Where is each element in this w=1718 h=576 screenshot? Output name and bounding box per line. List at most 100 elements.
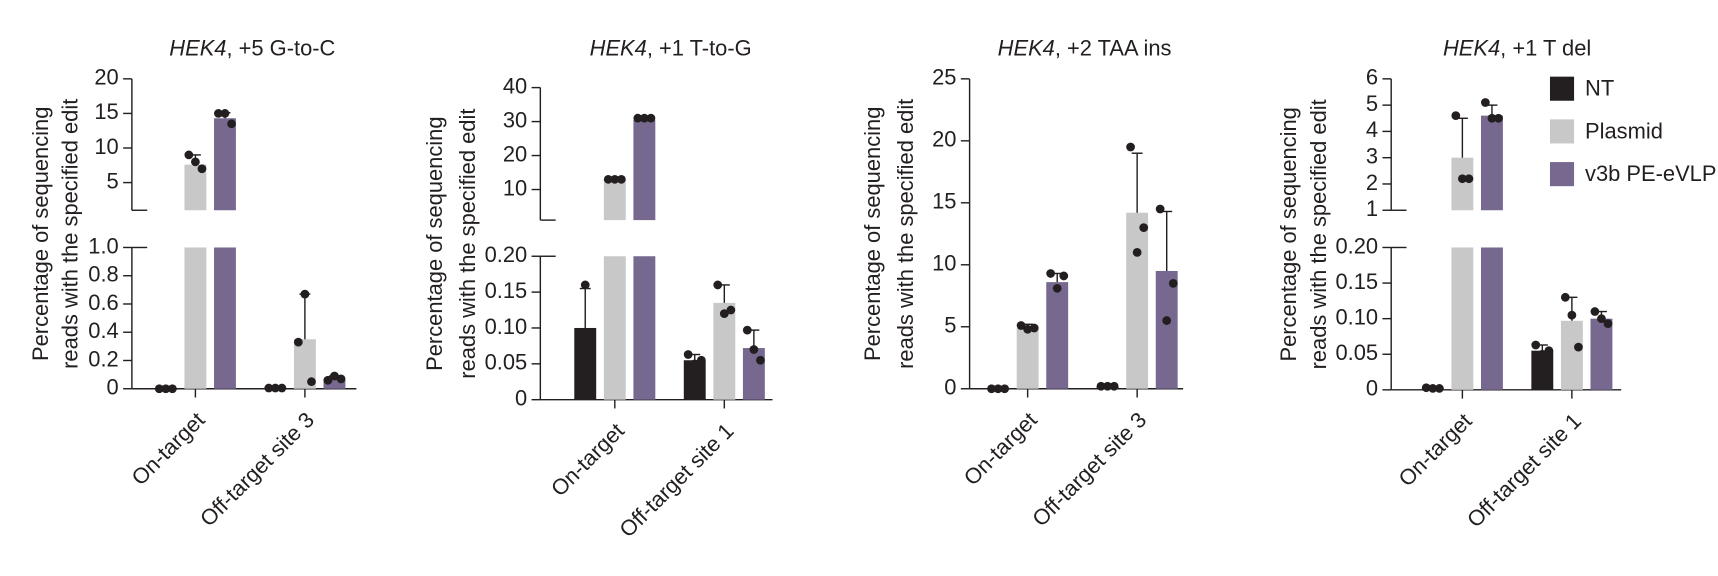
replicate-point <box>197 164 207 174</box>
y-tick-label: 0.20 <box>1335 233 1378 258</box>
bar <box>1560 320 1583 390</box>
replicate-point <box>1567 310 1577 320</box>
replicate-point <box>1537 349 1547 359</box>
legend-swatch <box>1549 162 1575 187</box>
title-gene: HEK4 <box>169 35 226 60</box>
y-tick-label: 20 <box>932 127 956 152</box>
replicate-point <box>580 280 590 290</box>
legend-swatch <box>1549 76 1575 101</box>
bar <box>184 247 207 389</box>
y-tick-label: 0.2 <box>88 346 118 371</box>
bar <box>1046 282 1069 389</box>
replicate-point <box>1139 223 1149 232</box>
chart-title: HEK4, +1 T del <box>1443 35 1591 60</box>
x-tick-label: On-target <box>959 407 1042 490</box>
chart-title: HEK4, +1 T-to-G <box>590 35 752 60</box>
y-tick-label: 1 <box>1366 196 1378 221</box>
bar <box>184 164 207 211</box>
replicate-point <box>610 174 620 184</box>
bar <box>683 360 706 400</box>
y-axis-label: reads with the specified edit <box>57 99 82 369</box>
replicate-point <box>696 355 706 365</box>
x-tick-label: On-target <box>1394 408 1477 491</box>
y-tick-label: 3 <box>1366 143 1378 168</box>
replicate-point <box>1603 319 1613 329</box>
replicate-point <box>690 359 700 369</box>
bar <box>633 256 656 400</box>
y-tick-label: 0.4 <box>88 318 118 343</box>
bar <box>633 119 656 221</box>
bar <box>1480 247 1503 390</box>
replicate-point <box>742 325 752 335</box>
y-tick-label: 0.05 <box>1335 340 1378 365</box>
replicate-point <box>639 113 649 123</box>
y-tick-label: 15 <box>932 189 956 214</box>
title-gene: HEK4 <box>590 35 647 60</box>
replicate-point <box>1126 142 1135 152</box>
replicate-point <box>227 119 236 129</box>
replicate-point <box>1059 271 1069 281</box>
replicate-point <box>214 109 223 118</box>
replicate-point <box>1046 269 1056 278</box>
y-tick-label: 0.05 <box>485 350 528 375</box>
replicate-point <box>616 174 626 184</box>
y-axis-label: reads with the specified edit <box>893 99 918 369</box>
bar <box>1155 270 1178 389</box>
replicate-point <box>1096 381 1106 391</box>
replicate-point <box>154 384 164 394</box>
y-tick-label: 0.15 <box>1335 269 1378 294</box>
replicate-point <box>993 384 1003 394</box>
bar <box>214 247 236 389</box>
replicate-point <box>1428 384 1438 393</box>
replicate-point <box>336 374 346 384</box>
replicate-point <box>270 383 280 393</box>
replicate-point <box>1016 321 1026 330</box>
replicate-point <box>277 383 287 393</box>
replicate-point <box>1480 98 1490 107</box>
bar <box>713 302 736 400</box>
replicate-point <box>1457 174 1467 184</box>
replicate-point <box>1560 292 1570 302</box>
title-edit: , +1 T del <box>1500 35 1591 60</box>
bar <box>214 118 236 211</box>
y-tick-label: 0.10 <box>1335 304 1378 329</box>
bar <box>1451 157 1474 211</box>
legend-label: v3b PE-eVLP <box>1585 161 1716 186</box>
y-tick-label: 10 <box>503 175 527 200</box>
replicate-point <box>683 350 693 359</box>
replicate-point <box>646 113 656 123</box>
title-edit: , +1 T-to-G <box>647 35 752 60</box>
replicate-point <box>1109 381 1119 391</box>
y-tick-label: 5 <box>107 168 119 193</box>
y-tick-label: 0.8 <box>88 262 118 287</box>
replicate-point <box>1023 324 1033 334</box>
y-tick-label: 0 <box>944 375 956 400</box>
x-tick-label: Off-target site 3 <box>1027 407 1151 531</box>
replicate-point <box>1000 384 1010 394</box>
bar <box>1480 115 1503 211</box>
y-tick-label: 0.15 <box>485 278 528 303</box>
replicate-point <box>1162 316 1172 325</box>
replicate-point <box>220 109 230 118</box>
y-axis-label: reads with the specified edit <box>1306 99 1331 369</box>
replicate-point <box>1574 342 1583 352</box>
y-axis-label: Percentage of sequencing <box>422 116 447 370</box>
y-tick-label: 1.0 <box>88 233 118 258</box>
y-tick-label: 4 <box>1366 117 1378 142</box>
replicate-point <box>1494 113 1503 123</box>
y-tick-label: 10 <box>94 134 118 159</box>
replicate-point <box>293 337 303 347</box>
x-tick-label: Off-target site 1 <box>614 418 738 542</box>
y-tick-label: 2 <box>1366 170 1378 195</box>
y-tick-label: 30 <box>503 107 527 132</box>
replicate-point <box>161 384 171 394</box>
replicate-point <box>726 305 736 315</box>
x-tick-label: On-target <box>127 407 210 490</box>
chart-title: HEK4, +2 TAA ins <box>998 35 1172 60</box>
bar <box>1451 247 1474 390</box>
replicate-point <box>1544 346 1554 356</box>
y-tick-label: 5 <box>1366 91 1378 116</box>
replicate-point <box>633 113 643 123</box>
replicate-point <box>1168 278 1178 288</box>
